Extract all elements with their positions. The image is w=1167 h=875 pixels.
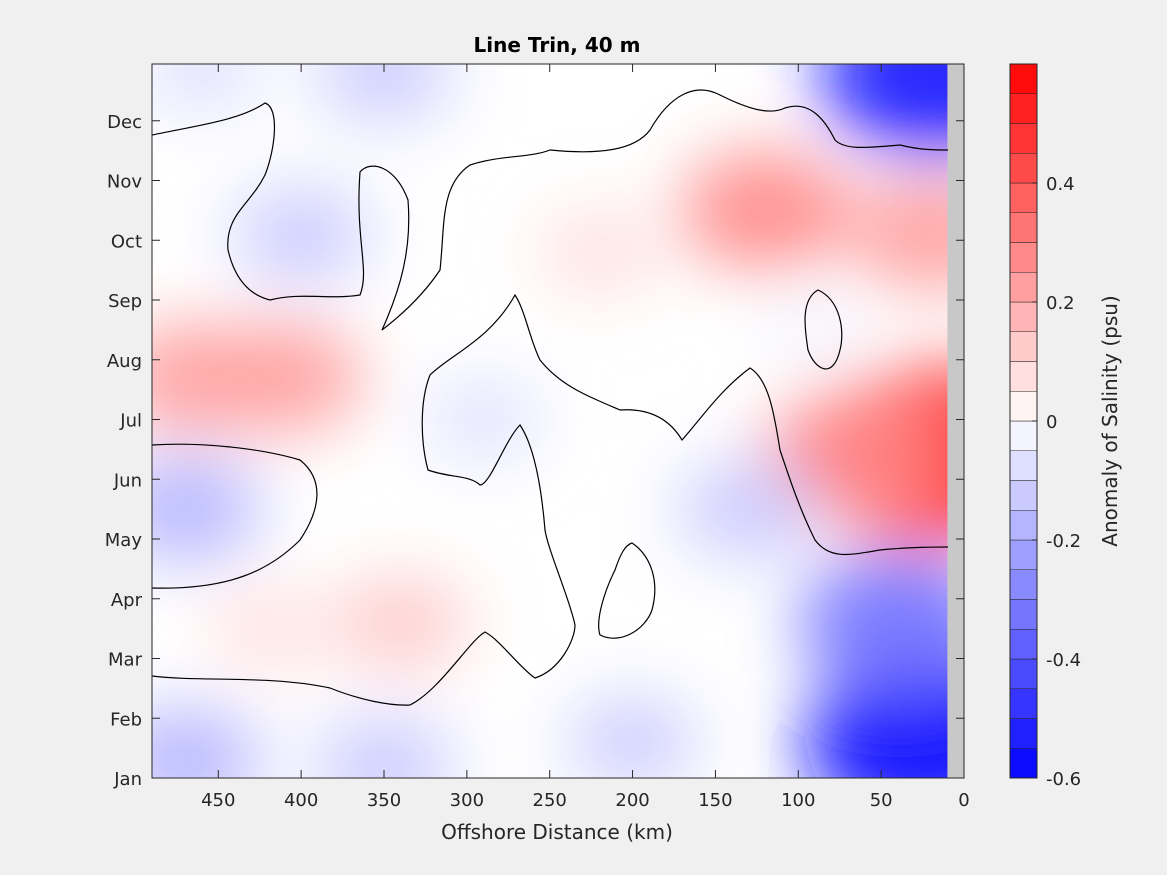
- anomaly-blob: [314, 64, 454, 122]
- zero-contour-loop-mid: [598, 542, 656, 639]
- colorbar-tick-label: 0.2: [1046, 293, 1075, 314]
- colorbar-tick-label: -0.2: [1046, 531, 1081, 552]
- y-tick-label: Oct: [111, 231, 142, 252]
- anomaly-blob: [152, 707, 262, 778]
- colorbar-tick-label: -0.4: [1046, 650, 1081, 671]
- no-data-strip: [947, 64, 964, 778]
- anomaly-blob: [208, 587, 328, 671]
- colorbar-band: [1009, 688, 1038, 719]
- colorbar-band: [1009, 123, 1038, 154]
- colorbar-label: Anomaly of Salinity (psu): [1098, 295, 1122, 546]
- colorbar: -0.6 -0.4 -0.2 0 0.2 0.4 Anomaly of Salinity …: [1009, 63, 1122, 790]
- colorbar-ticks: -0.6 -0.4 -0.2 0 0.2 0.4: [1032, 174, 1081, 790]
- colorbar-band: [1009, 420, 1038, 451]
- chart-title: Line Trin, 40 m: [474, 33, 641, 57]
- zero-contour-loop-east: [804, 289, 843, 370]
- colorbar-band: [1009, 331, 1038, 362]
- colorbar-tick-label: 0.4: [1046, 174, 1075, 195]
- colorbar-band: [1009, 569, 1038, 600]
- colorbar-band: [1009, 748, 1038, 779]
- colorbar-band: [1009, 93, 1038, 124]
- anomaly-blob: [820, 64, 964, 156]
- x-tick-label: 50: [870, 790, 893, 811]
- anomaly-blob: [312, 716, 456, 778]
- x-tick-label: 400: [284, 790, 318, 811]
- colorbar-band: [1009, 718, 1038, 749]
- anomaly-blob: [424, 378, 542, 461]
- y-tick-label: Feb: [110, 709, 142, 730]
- x-tick-label: 250: [533, 790, 567, 811]
- x-tick-label: 150: [698, 790, 732, 811]
- colorbar-band: [1009, 658, 1038, 689]
- x-tick-label: 300: [450, 790, 484, 811]
- x-tick-label: 350: [367, 790, 401, 811]
- x-axis-label: Offshore Distance (km): [441, 820, 673, 844]
- y-tick-label: Jun: [113, 470, 142, 491]
- zero-contour-line-lower: [152, 293, 949, 706]
- anomaly-blob: [567, 696, 698, 778]
- colorbar-band: [1009, 301, 1038, 332]
- anomaly-blob: [676, 459, 821, 560]
- anomaly-blob: [152, 456, 262, 562]
- y-tick-label: Sep: [108, 291, 142, 312]
- y-tick-label: Nov: [107, 172, 142, 193]
- x-tick-label: 0: [958, 790, 969, 811]
- colorbar-band: [1009, 272, 1038, 303]
- colorbar-band: [1009, 480, 1038, 511]
- colorbar-band: [1009, 629, 1038, 660]
- y-tick-label: Jan: [113, 769, 142, 790]
- y-tick-label: Mar: [108, 650, 143, 671]
- colorbar-tick-label: -0.6: [1046, 769, 1081, 790]
- y-axis: Jan Feb Mar Apr May Jun Jul Aug Sep Oct Nov Dec: [105, 112, 964, 790]
- colorbar-band: [1009, 242, 1038, 273]
- y-tick-label: Apr: [111, 590, 143, 611]
- zero-contour: [152, 89, 949, 706]
- anomaly-blob: [152, 64, 265, 114]
- colorbar-band: [1009, 391, 1038, 422]
- plot-border: [151, 63, 965, 779]
- anomaly-field: [152, 64, 964, 778]
- anomaly-blob: [849, 177, 964, 291]
- colorbar-tick-label: 0: [1046, 412, 1057, 433]
- x-axis: 450 400 350 300 250 200 150 100 50 0: [201, 64, 970, 811]
- colorbar-band: [1009, 361, 1038, 392]
- anomaly-blob: [332, 575, 469, 670]
- colorbar-band: [1009, 539, 1038, 570]
- anomaly-blob: [760, 292, 870, 368]
- anomaly-blob: [536, 208, 662, 296]
- x-tick-label: 200: [615, 790, 649, 811]
- y-tick-label: Jul: [119, 411, 142, 432]
- zero-contour-line-middle: [152, 443, 318, 589]
- colorbar-band: [1009, 599, 1038, 630]
- colorbar-bands: [1009, 63, 1038, 779]
- anomaly-blob: [205, 323, 364, 433]
- colorbar-band: [1009, 182, 1038, 213]
- colorbar-band: [1009, 212, 1038, 243]
- colorbar-band: [1009, 510, 1038, 541]
- anomaly-blob: [231, 186, 371, 283]
- colorbar-band: [1009, 63, 1038, 94]
- y-tick-label: Dec: [107, 112, 142, 133]
- anomaly-blob: [799, 554, 964, 692]
- x-tick-label: 450: [201, 790, 235, 811]
- zero-contour-line-upper: [152, 89, 949, 331]
- colorbar-band: [1009, 450, 1038, 481]
- colorbar-band: [1009, 153, 1038, 184]
- y-tick-label: May: [105, 530, 143, 551]
- y-tick-label: Aug: [107, 351, 142, 372]
- anomaly-blob: [679, 151, 851, 270]
- plot-area: [151, 63, 965, 779]
- x-tick-label: 100: [781, 790, 815, 811]
